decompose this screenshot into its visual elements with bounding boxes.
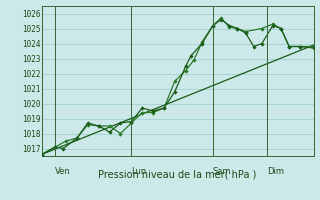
X-axis label: Pression niveau de la mer( hPa ): Pression niveau de la mer( hPa ) [99, 170, 257, 180]
Text: Dim: Dim [268, 167, 284, 176]
Text: Ven: Ven [55, 167, 71, 176]
Text: Sam: Sam [213, 167, 231, 176]
Text: Lun: Lun [132, 167, 147, 176]
